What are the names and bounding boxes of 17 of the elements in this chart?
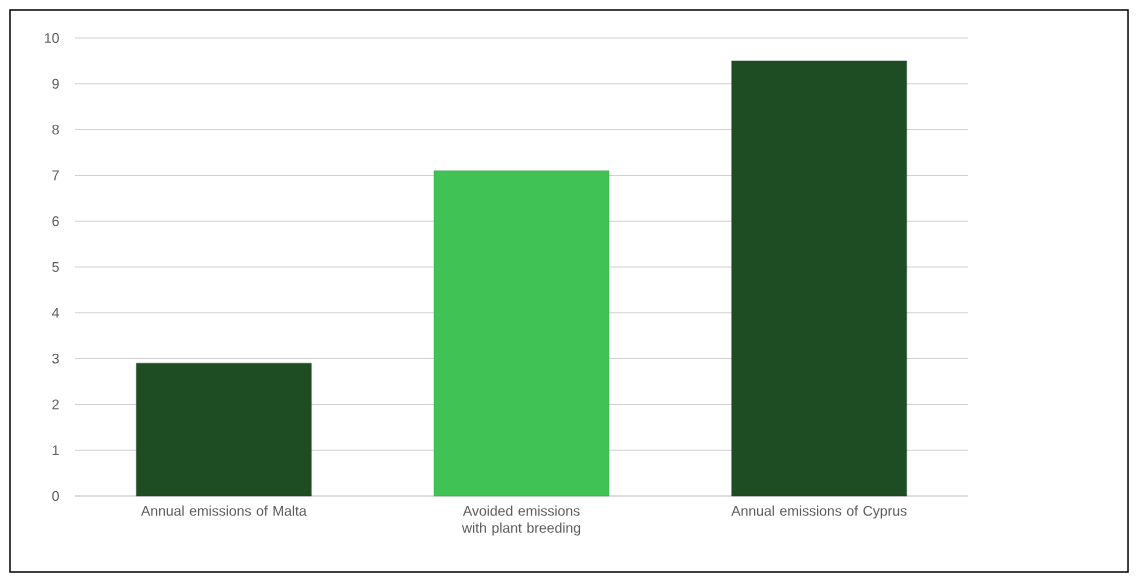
- y-tick-label: 6: [52, 216, 59, 227]
- bar: [433, 170, 610, 497]
- y-tick-label: 10: [44, 33, 59, 43]
- x-tick-label: Annual emissions of Cyprus: [731, 505, 907, 519]
- y-tick-label: 3: [52, 353, 59, 364]
- bar: [136, 362, 312, 497]
- x-tick-label: Annual emissions of Malta: [140, 505, 307, 516]
- y-tick-label: 9: [52, 78, 59, 89]
- y-tick-label: 0: [52, 491, 59, 501]
- bar: [731, 60, 907, 497]
- y-tick-label: 7: [52, 170, 59, 181]
- y-tick-label: 5: [52, 262, 59, 272]
- y-tick-label: 4: [52, 307, 60, 318]
- y-tick-label: 1: [52, 445, 59, 456]
- y-tick-label: 2: [52, 399, 59, 410]
- y-tick-label: 8: [52, 124, 59, 135]
- x-tick-label: Avoided emissions with plant breeding: [461, 505, 581, 536]
